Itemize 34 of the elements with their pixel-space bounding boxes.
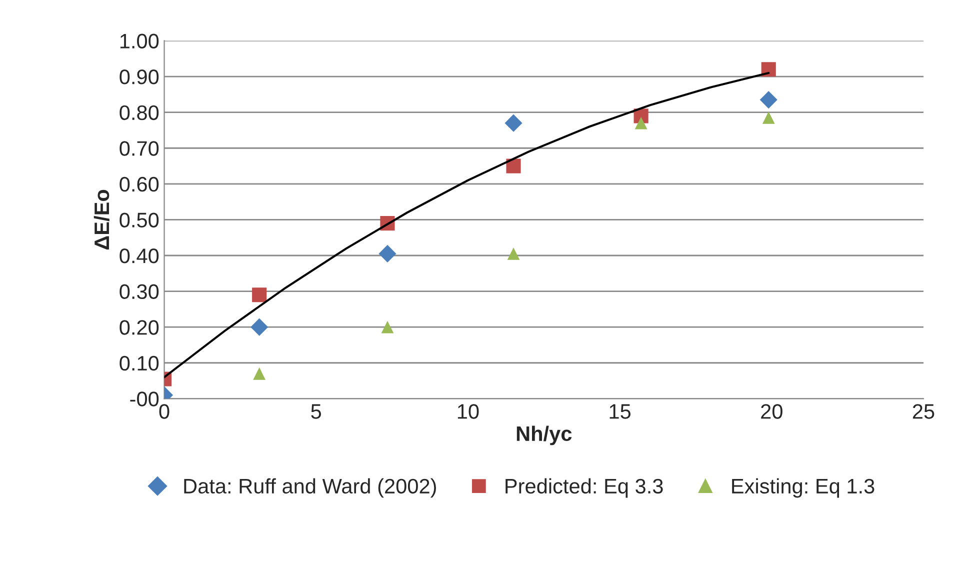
point (506, 158, 521, 174)
y-tick-label: 0.60 (120, 176, 159, 192)
y-tick-label: 0.40 (120, 248, 159, 264)
point (252, 288, 267, 302)
x-tick-label: 20 (761, 404, 782, 419)
legend-label: Existing: Eq 1.3 (732, 478, 874, 498)
legend-label: Predicted: Eq 3.3 (506, 478, 663, 498)
y-tick-label: 1.00 (120, 34, 159, 48)
point (507, 247, 520, 260)
x-tick-label: 5 (311, 404, 322, 419)
x-tick-label: 10 (458, 404, 479, 419)
y-tick-label: 0.10 (120, 356, 159, 371)
y-tick-label: 0.90 (120, 70, 159, 84)
x-tick-label: 15 (610, 404, 631, 419)
x-tick-label: 0 (159, 404, 170, 419)
x-axis-title: Nh/yc (516, 426, 572, 446)
y-tick-label: 0.50 (120, 212, 159, 228)
legend-label: Data: Ruff and Ward (2002) (184, 478, 436, 498)
x-tick-label: 25 (912, 404, 934, 419)
point (504, 114, 522, 132)
y-tick-label: 0.70 (120, 141, 159, 156)
y-tick-label: 0.30 (120, 284, 159, 300)
point (760, 91, 778, 109)
y-axis-title: ΔE/Eo (94, 190, 110, 250)
y-tick-label: 0.20 (120, 320, 159, 335)
point (378, 244, 396, 262)
point (250, 318, 268, 336)
point (253, 367, 266, 380)
y-tick-label: -00 (130, 392, 159, 406)
point (761, 62, 776, 77)
point (381, 320, 394, 334)
point (762, 111, 775, 124)
point (634, 116, 648, 130)
y-tick-label: 0.80 (120, 105, 159, 120)
